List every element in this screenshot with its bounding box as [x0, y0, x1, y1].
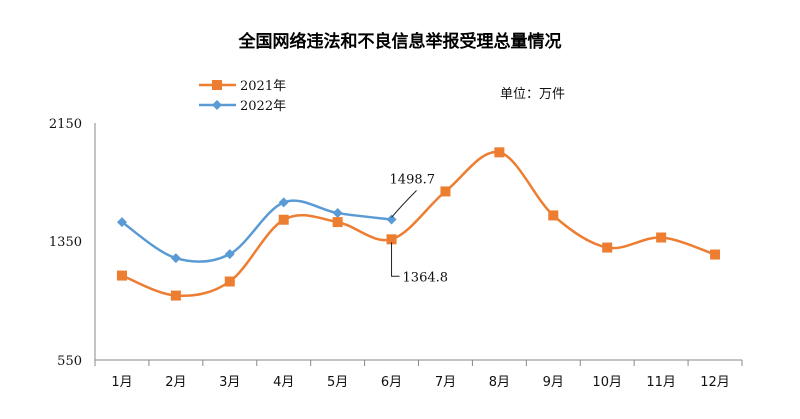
legend-marker-2022 — [212, 100, 222, 110]
data-point-2022 — [278, 197, 289, 208]
annotation-leader-1364 — [391, 242, 400, 277]
data-point-2021 — [656, 232, 667, 243]
chart-title: 全国网络违法和不良信息举报受理总量情况 — [238, 31, 562, 52]
data-point-2021 — [332, 217, 343, 228]
series-line-2022 — [121, 199, 392, 263]
annotation-label-1364: 1364.8 — [403, 270, 449, 285]
y-tick-label: 2150 — [49, 117, 82, 132]
x-tick-label: 3月 — [219, 375, 240, 390]
y-tick-label: 550 — [57, 354, 82, 369]
annotation-leader-1498 — [391, 190, 417, 218]
legend: 2021年 2022年 — [199, 79, 286, 114]
y-tick-label: 1350 — [49, 235, 82, 250]
legend-label-2022: 2022年 — [240, 99, 286, 114]
x-tick-label: 11月 — [646, 375, 676, 390]
unit-label: 单位：万件 — [500, 87, 565, 102]
data-point-2022 — [332, 208, 343, 219]
data-point-2021 — [440, 186, 451, 197]
data-point-2021 — [548, 210, 559, 221]
x-tick-label: 2月 — [165, 375, 186, 390]
x-tick-label: 8月 — [489, 375, 510, 390]
annotation-label-1498: 1498.7 — [390, 172, 436, 187]
data-point-2021 — [116, 270, 127, 281]
data-point-2021 — [602, 242, 613, 253]
data-point-2021 — [494, 147, 505, 158]
data-point-2021 — [710, 249, 721, 260]
x-tick-label: 9月 — [543, 375, 564, 390]
data-point-2021 — [224, 276, 235, 287]
data-point-2021 — [278, 214, 289, 225]
x-tick-label: 1月 — [111, 375, 132, 390]
x-tick-label: 5月 — [327, 375, 348, 390]
legend-marker-2021 — [212, 80, 222, 90]
x-tick-label: 6月 — [381, 375, 402, 390]
legend-label-2021: 2021年 — [240, 79, 286, 94]
data-point-2021 — [170, 290, 181, 301]
data-point-2022 — [224, 249, 235, 260]
data-point-2022 — [386, 214, 397, 225]
x-tick-label: 10月 — [592, 375, 622, 390]
x-tick-label: 4月 — [273, 375, 294, 390]
data-point-2022 — [116, 217, 127, 228]
data-point-2021 — [386, 234, 397, 245]
x-tick-label: 7月 — [435, 375, 456, 390]
data-point-2022 — [170, 253, 181, 264]
x-tick-label: 12月 — [700, 375, 730, 390]
